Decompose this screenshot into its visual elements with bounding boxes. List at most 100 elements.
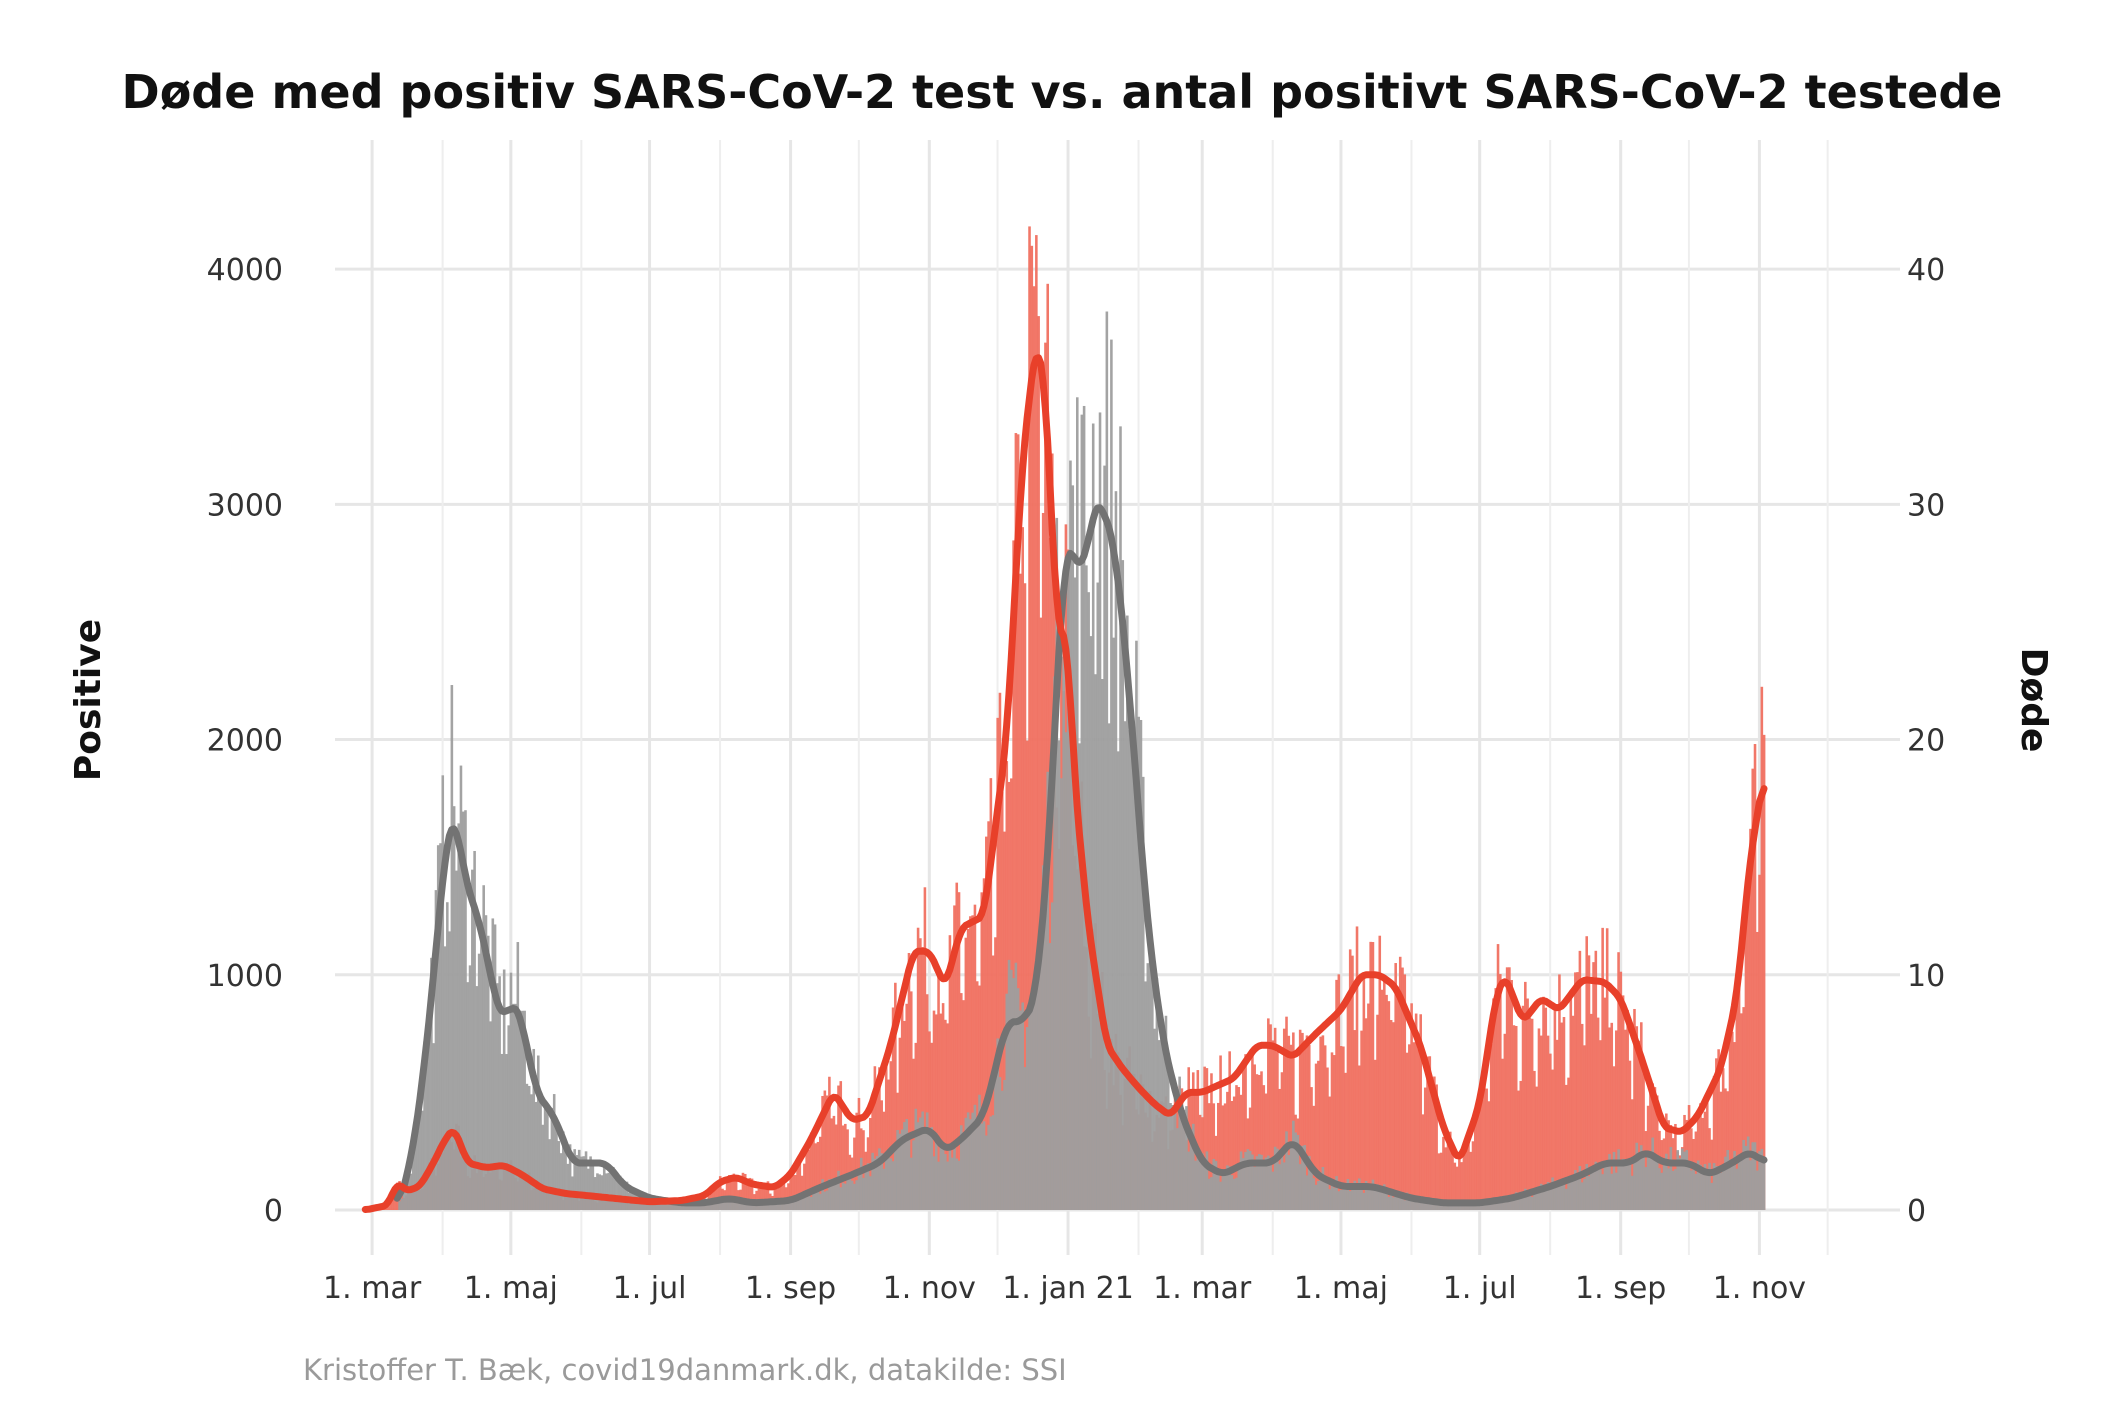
death-bar <box>1098 412 1102 1211</box>
positive-bar <box>1380 989 1384 1210</box>
death-bar <box>1451 1204 1454 1210</box>
death-bar <box>1073 577 1077 1210</box>
positive-bar <box>989 778 993 1210</box>
death-bar <box>1014 962 1018 1210</box>
death-bar <box>1676 1150 1679 1210</box>
positive-bar <box>1373 1059 1377 1210</box>
positive-bar <box>1580 1023 1584 1210</box>
positive-bar <box>932 1010 936 1210</box>
positive-bar <box>1758 874 1761 1210</box>
positive-bar <box>844 1123 847 1210</box>
positive-bar <box>1740 1013 1743 1210</box>
death-bar <box>1032 995 1036 1210</box>
positive-bar <box>832 1115 836 1210</box>
death-bar <box>1594 1161 1598 1210</box>
positive-bar <box>1257 1074 1261 1210</box>
positive-bar <box>1512 1025 1516 1210</box>
positive-bar <box>1562 1017 1566 1210</box>
death-bar <box>848 1178 852 1210</box>
death-bar <box>1055 517 1059 1210</box>
positive-bar <box>1030 245 1034 1210</box>
death-bar <box>775 1203 779 1210</box>
y-tick-left: 0 <box>264 1194 283 1229</box>
positive-bar <box>1041 512 1045 1210</box>
death-bar <box>721 1196 724 1210</box>
positive-bar <box>1701 1117 1704 1210</box>
death-bar <box>800 1195 804 1210</box>
death-bar <box>734 1199 738 1210</box>
positive-bar <box>1278 1088 1281 1210</box>
death-bar <box>780 1199 783 1210</box>
death-bar <box>807 1195 811 1210</box>
death-bar <box>1630 1175 1634 1210</box>
positive-bar <box>1037 316 1040 1210</box>
positive-bar <box>805 1151 808 1210</box>
death-bar <box>1687 1164 1691 1210</box>
death-bar <box>1721 1168 1725 1210</box>
positive-bar <box>809 1132 813 1210</box>
death-bar <box>484 915 488 1210</box>
death-bar <box>1310 1169 1313 1210</box>
death-bar <box>1512 1197 1516 1210</box>
death-bar <box>887 1154 890 1210</box>
positive-bar <box>1624 1029 1627 1210</box>
death-bar <box>1217 1168 1220 1210</box>
death-bar <box>425 1061 429 1210</box>
death-bar <box>803 1196 806 1210</box>
positive-bar <box>1615 1030 1618 1210</box>
death-bar <box>1417 1198 1420 1210</box>
death-bar <box>1460 1202 1463 1210</box>
death-bar <box>771 1203 774 1210</box>
positive-bar <box>1742 1007 1745 1210</box>
death-bar <box>1358 1178 1361 1210</box>
positive-bar <box>1019 573 1022 1210</box>
positive-bar <box>1392 1022 1395 1210</box>
death-bar <box>1633 1160 1636 1210</box>
positive-bar <box>1521 1005 1525 1210</box>
death-bar <box>912 1140 915 1210</box>
death-bar <box>1496 1197 1500 1210</box>
death-bar <box>1219 1181 1222 1210</box>
death-bar <box>862 1177 865 1210</box>
positive-bar <box>1312 1105 1316 1210</box>
death-bar <box>1185 1106 1188 1210</box>
death-bar <box>1062 656 1065 1210</box>
death-bar <box>1401 1195 1404 1210</box>
positive-bar <box>1640 1022 1643 1210</box>
positive-bar <box>1280 1072 1284 1210</box>
positive-bar <box>1717 1049 1720 1210</box>
positive-bar <box>1592 962 1595 1210</box>
death-bar <box>1705 1170 1709 1210</box>
death-bar <box>1503 1195 1507 1210</box>
death-bar <box>605 1173 608 1210</box>
death-bar <box>1346 1179 1350 1210</box>
death-bar <box>1044 913 1047 1210</box>
death-bar <box>1048 943 1052 1210</box>
death-bar <box>1719 1172 1723 1210</box>
death-bar <box>1762 1156 1766 1210</box>
positive-bar <box>1223 1103 1227 1210</box>
death-bar <box>1514 1192 1518 1210</box>
death-bar <box>894 1148 897 1210</box>
positive-bar <box>1494 988 1498 1210</box>
death-bar <box>612 1166 615 1210</box>
y-tick-left: 3000 <box>207 488 283 523</box>
positive-bar <box>875 1088 879 1210</box>
death-bar <box>1039 936 1043 1210</box>
positive-bar <box>1298 1029 1302 1210</box>
positive-bar <box>1501 1058 1504 1210</box>
death-bar <box>609 1171 613 1210</box>
positive-bar <box>1744 890 1748 1210</box>
death-bar <box>796 1195 799 1210</box>
positive-bar <box>857 1097 861 1210</box>
positive-bar <box>789 1176 793 1210</box>
death-bar <box>925 1112 929 1210</box>
positive-bar <box>1460 1162 1463 1210</box>
death-bar <box>618 1175 622 1210</box>
positive-bar <box>1637 1040 1641 1210</box>
death-bar <box>1210 1177 1213 1210</box>
death-bar <box>955 1158 959 1210</box>
death-bar <box>1578 1166 1582 1210</box>
death-bar <box>568 1144 572 1210</box>
death-bar <box>1280 1155 1284 1210</box>
